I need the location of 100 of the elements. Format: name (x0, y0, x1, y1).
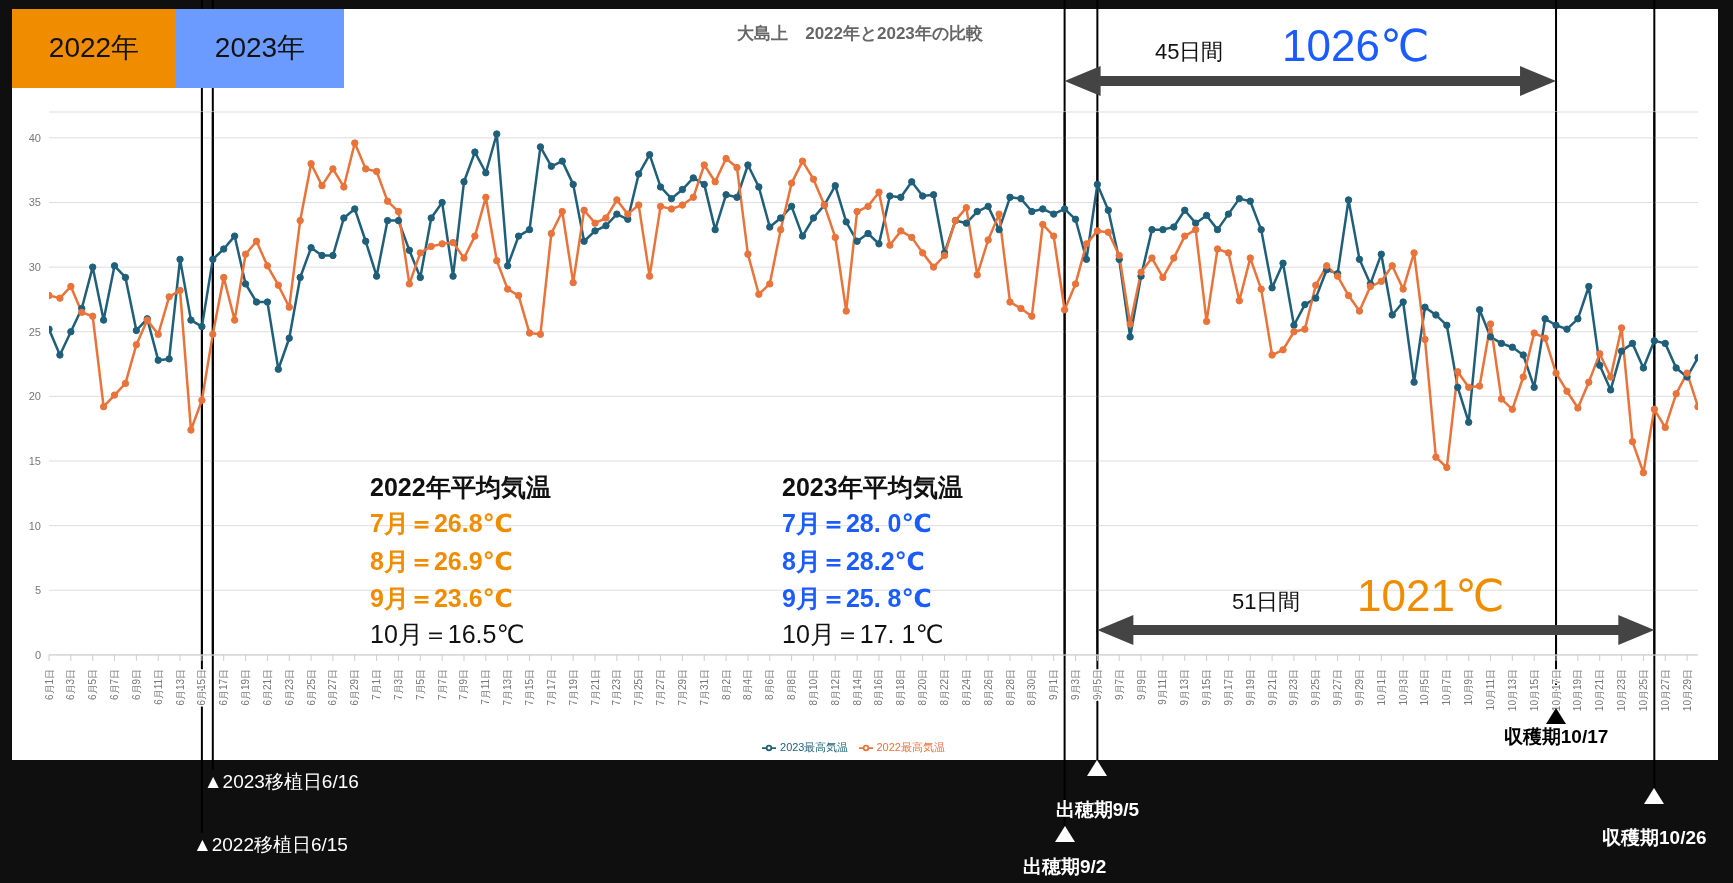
annotation: 2022年平均気温 (370, 473, 551, 502)
chart-title: 大島上 2022年と2023年の比較 (737, 24, 983, 43)
x-tick-label: 10月23日 (1616, 668, 1628, 712)
x-tick-label: 7月15日 (524, 668, 535, 706)
x-tick-label: 6月19日 (240, 668, 252, 706)
x-tick-label: 10月5日 (1419, 668, 1431, 706)
x-tick-label: 7月29日 (676, 668, 688, 706)
x-tick-label: 9月3日 (1070, 668, 1082, 701)
y-tick-label: 40 (28, 131, 41, 144)
annotation: 1021℃ (1357, 571, 1505, 621)
y-tick-label: 15 (28, 454, 41, 467)
ref-line-label: ▲2022移植日6/15 (192, 833, 348, 857)
y-tick-label: 0 (34, 648, 41, 661)
x-tick-label: 8月18日 (895, 668, 907, 706)
annotation: 9月＝25. 8℃ (782, 584, 932, 613)
x-tick-label: 7月31日 (698, 668, 710, 706)
x-tick-label: 9月11日 (1157, 668, 1169, 705)
x-tick-label: 9月17日 (1222, 668, 1234, 706)
x-tick-label: 7月21日 (589, 668, 601, 706)
x-tick-label: 8月14日 (851, 668, 863, 706)
y-tick-label: 10 (28, 519, 41, 532)
text: 2023年 (176, 9, 344, 88)
ref-line-label: 収穫期10/26 (1601, 826, 1708, 850)
annotation: 7月＝28. 0℃ (782, 509, 932, 538)
x-tick-label: 8月16日 (873, 668, 885, 706)
x-tick-label: 10月11日 (1485, 668, 1497, 711)
y-tick-label: 35 (28, 196, 41, 209)
x-tick-label: 6月29日 (349, 668, 361, 706)
x-tick-label: 8月10日 (807, 668, 819, 706)
annotation: 8月＝26.9℃ (370, 547, 513, 576)
x-tick-label: 6月3日 (65, 668, 77, 701)
x-tick-label: 6月25日 (305, 668, 317, 706)
annotation: 2023年平均気温 (782, 473, 963, 502)
x-tick-label: 6月5日 (87, 668, 99, 701)
x-tick-label: 9月1日 (1048, 668, 1060, 701)
x-tick-label: 6月13日 (174, 668, 186, 706)
x-tick-label: 9月19日 (1244, 668, 1256, 706)
x-tick-label: 8月24日 (960, 668, 972, 706)
x-tick-label: 10月29日 (1681, 668, 1693, 712)
x-tick-label: 7月19日 (567, 668, 579, 706)
x-tick-label: 10月3日 (1397, 668, 1409, 706)
x-tick-label: 8月12日 (829, 668, 841, 706)
x-tick-label: 8月8日 (786, 668, 798, 701)
x-tick-label: 10月1日 (1375, 668, 1387, 706)
annotation: 8月＝28.2℃ (782, 547, 925, 576)
x-tick-label: 6月9日 (130, 668, 142, 701)
x-tick-label: 10月17日 (1550, 668, 1562, 712)
x-tick-label: 9月7日 (1113, 668, 1125, 701)
x-tick-label: 9月15日 (1201, 668, 1213, 706)
x-tick-label: 8月6日 (764, 668, 776, 701)
x-tick-label: 7月9日 (458, 668, 470, 701)
text: 45日間 (1155, 39, 1224, 65)
x-tick-label: 6月7日 (109, 668, 121, 701)
x-tick-label: 6月23日 (283, 668, 295, 706)
x-tick-label: 6月27日 (327, 668, 339, 706)
x-tick-label: 7月7日 (436, 668, 448, 701)
x-tick-label: 8月26日 (982, 668, 994, 706)
x-tick-label: 8月2日 (720, 668, 732, 701)
x-tick-label: 10月25日 (1637, 668, 1649, 712)
ref-line-label: 収穫期10/17 (1502, 725, 1610, 749)
x-tick-label: 10月19日 (1572, 668, 1584, 712)
x-tick-label: 10月21日 (1594, 668, 1606, 712)
x-tick-label: 8月4日 (742, 668, 754, 701)
x-tick-label: 10月27日 (1659, 668, 1671, 712)
x-tick-label: 7月3日 (392, 668, 404, 701)
x-tick-label: 7月1日 (371, 668, 383, 701)
text: 1026℃ (1282, 21, 1430, 71)
x-tick-label: 10月9日 (1463, 668, 1475, 706)
x-tick-label: 10月15日 (1528, 668, 1540, 712)
x-tick-label: 8月30日 (1026, 668, 1038, 706)
y-tick-label: 25 (28, 325, 41, 338)
y-tick-label: 30 (28, 261, 41, 274)
annotation: 7月＝26.8℃ (370, 509, 513, 538)
x-tick-label: 7月25日 (633, 668, 645, 706)
legend-label: 2022最高気温 (876, 740, 945, 753)
x-tick-label: 9月29日 (1353, 668, 1365, 706)
x-tick-label: 6月17日 (218, 668, 230, 706)
annotation: 10月＝17. 1℃ (782, 620, 944, 649)
ref-line-label: 出穂期9/5 (1054, 798, 1141, 822)
annotation: 10月＝16.5℃ (370, 620, 525, 649)
x-tick-label: 9月13日 (1179, 668, 1191, 706)
x-tick-label: 7月23日 (611, 668, 623, 706)
x-tick-label: 7月17日 (545, 668, 557, 706)
x-tick-label: 6月1日 (43, 668, 55, 701)
x-tick-label: 9月23日 (1288, 668, 1300, 706)
ref-line-label: 出穂期9/2 (1021, 855, 1108, 879)
x-tick-label: 8月20日 (917, 668, 929, 706)
x-tick-label: 6月11日 (152, 668, 164, 705)
x-tick-label: 10月13日 (1506, 668, 1518, 712)
x-tick-label: 9月9日 (1135, 668, 1147, 701)
y-tick-label: 20 (28, 390, 41, 403)
ref-line-label: ▲2023移植日6/16 (203, 770, 359, 794)
x-tick-label: 9月21日 (1266, 668, 1278, 706)
x-tick-label: 6月21日 (261, 668, 273, 706)
x-tick-label: 9月5日 (1091, 668, 1103, 701)
x-tick-label: 8月28日 (1004, 668, 1016, 706)
x-tick-label: 8月22日 (938, 668, 950, 706)
x-tick-label: 9月27日 (1332, 668, 1344, 706)
x-tick-label: 6月15日 (196, 668, 208, 706)
annotation: 51日間 (1232, 589, 1301, 615)
